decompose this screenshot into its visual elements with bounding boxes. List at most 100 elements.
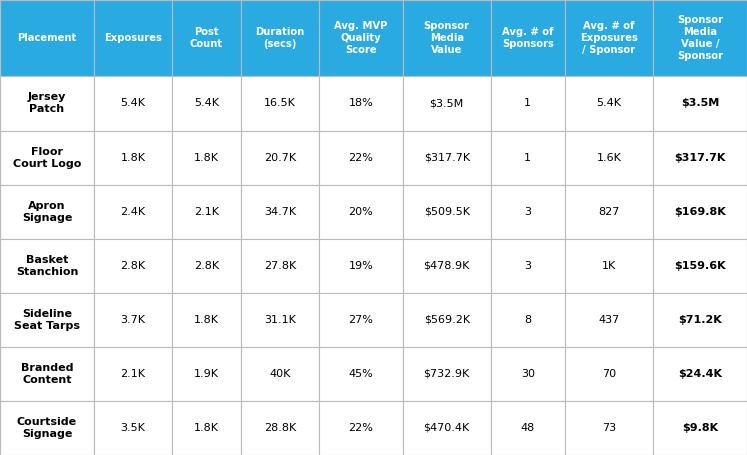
Bar — [319, 0, 403, 76]
Bar — [0, 131, 94, 185]
Bar — [319, 76, 403, 131]
Bar — [241, 293, 319, 347]
Bar — [403, 131, 491, 185]
Bar — [491, 185, 565, 239]
Bar — [319, 185, 403, 239]
Bar — [565, 0, 653, 76]
Text: 3.5K: 3.5K — [120, 423, 146, 433]
Text: $3.5M: $3.5M — [681, 98, 719, 108]
Bar — [0, 185, 94, 239]
Bar — [172, 0, 241, 76]
Text: 1.8K: 1.8K — [194, 423, 219, 433]
Bar — [241, 401, 319, 455]
Text: 2.8K: 2.8K — [120, 261, 146, 271]
Text: 1.8K: 1.8K — [120, 152, 146, 162]
Bar — [94, 239, 172, 293]
Bar — [94, 0, 172, 76]
Bar — [491, 239, 565, 293]
Text: 827: 827 — [598, 207, 619, 217]
Text: $169.8K: $169.8K — [674, 207, 726, 217]
Bar — [491, 131, 565, 185]
Bar — [491, 293, 565, 347]
Bar — [241, 347, 319, 401]
Text: 1.6K: 1.6K — [596, 152, 622, 162]
Bar — [491, 401, 565, 455]
Text: 20%: 20% — [348, 207, 374, 217]
Text: $3.5M: $3.5M — [430, 98, 464, 108]
Bar — [403, 76, 491, 131]
Bar — [319, 293, 403, 347]
Bar — [172, 347, 241, 401]
Bar — [653, 0, 747, 76]
Bar — [565, 401, 653, 455]
Text: Sponsor
Media
Value /
Sponsor: Sponsor Media Value / Sponsor — [677, 15, 723, 61]
Text: Jersey
Patch: Jersey Patch — [28, 92, 66, 115]
Bar — [565, 131, 653, 185]
Bar — [403, 185, 491, 239]
Text: 19%: 19% — [348, 261, 374, 271]
Text: Apron
Signage: Apron Signage — [22, 201, 72, 222]
Bar — [0, 76, 94, 131]
Text: 3: 3 — [524, 261, 531, 271]
Text: 2.1K: 2.1K — [194, 207, 219, 217]
Bar — [94, 131, 172, 185]
Text: 8: 8 — [524, 315, 531, 325]
Text: $9.8K: $9.8K — [682, 423, 718, 433]
Text: 5.4K: 5.4K — [596, 98, 622, 108]
Text: 18%: 18% — [348, 98, 374, 108]
Bar — [172, 185, 241, 239]
Bar — [403, 401, 491, 455]
Text: Exposures: Exposures — [104, 33, 162, 43]
Text: $478.9K: $478.9K — [424, 261, 470, 271]
Text: Sideline
Seat Tarps: Sideline Seat Tarps — [14, 309, 80, 331]
Bar — [0, 401, 94, 455]
Text: 2.1K: 2.1K — [120, 369, 146, 379]
Text: 1K: 1K — [601, 261, 616, 271]
Text: 30: 30 — [521, 369, 535, 379]
Text: 27%: 27% — [348, 315, 374, 325]
Bar — [94, 293, 172, 347]
Bar — [0, 0, 94, 76]
Text: Sponsor
Media
Value: Sponsor Media Value — [424, 21, 470, 55]
Bar — [94, 76, 172, 131]
Bar — [403, 347, 491, 401]
Text: Avg. # of
Exposures
/ Sponsor: Avg. # of Exposures / Sponsor — [580, 21, 638, 55]
Bar — [94, 401, 172, 455]
Bar — [565, 347, 653, 401]
Text: 28.8K: 28.8K — [264, 423, 297, 433]
Text: $24.4K: $24.4K — [678, 369, 722, 379]
Bar — [653, 347, 747, 401]
Text: 73: 73 — [602, 423, 616, 433]
Text: 5.4K: 5.4K — [120, 98, 146, 108]
Bar — [565, 293, 653, 347]
Bar — [491, 0, 565, 76]
Text: $71.2K: $71.2K — [678, 315, 722, 325]
Bar — [172, 131, 241, 185]
Text: 70: 70 — [602, 369, 616, 379]
Text: 1: 1 — [524, 152, 531, 162]
Text: 40K: 40K — [270, 369, 291, 379]
Text: Branded
Content: Branded Content — [21, 363, 73, 385]
Bar — [491, 347, 565, 401]
Bar — [653, 76, 747, 131]
Text: $732.9K: $732.9K — [424, 369, 470, 379]
Text: 437: 437 — [598, 315, 619, 325]
Text: $509.5K: $509.5K — [424, 207, 470, 217]
Bar — [172, 293, 241, 347]
Text: 1.9K: 1.9K — [194, 369, 219, 379]
Text: 22%: 22% — [348, 152, 374, 162]
Bar — [241, 185, 319, 239]
Bar — [319, 401, 403, 455]
Text: $470.4K: $470.4K — [424, 423, 470, 433]
Text: 22%: 22% — [348, 423, 374, 433]
Bar — [403, 0, 491, 76]
Bar — [653, 401, 747, 455]
Bar — [565, 239, 653, 293]
Bar — [172, 239, 241, 293]
Bar — [653, 293, 747, 347]
Bar — [491, 76, 565, 131]
Text: 45%: 45% — [348, 369, 374, 379]
Text: 1.8K: 1.8K — [194, 315, 219, 325]
Bar — [319, 347, 403, 401]
Text: Avg. MVP
Quality
Score: Avg. MVP Quality Score — [334, 21, 388, 55]
